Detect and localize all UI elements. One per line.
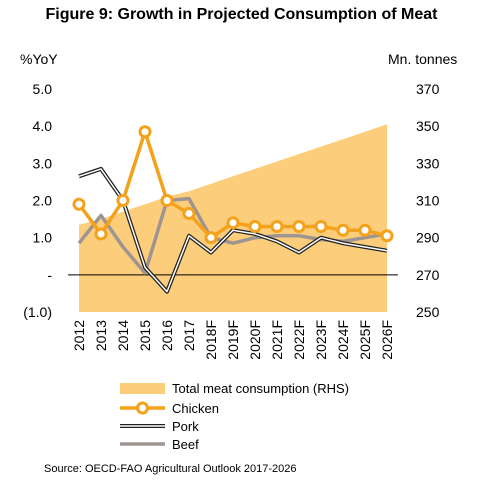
legend-label-beef: Beef [172,437,199,452]
y-left-tick-label: 4.0 [33,118,53,134]
data-point-chicken [160,194,174,207]
x-tick-label: 2019F [225,320,241,360]
y-left-tick-label: - [47,267,52,283]
x-tick-label: 2023F [313,320,329,360]
data-point-chicken [314,220,328,234]
chart-title: Figure 9: Growth in Projected Consumptio… [45,6,438,23]
y-left-tick-label: 5.0 [33,81,53,97]
y-left-tick-label: 3.0 [33,155,53,171]
data-point-chicken [380,229,394,243]
data-point-chicken [292,220,306,234]
y-right-tick-label: 250 [416,304,440,320]
data-point-chicken [270,220,284,234]
y-right-tick-label: 290 [416,230,440,246]
x-tick-label: 2024F [335,320,351,360]
x-tick-label: 2021F [269,320,285,360]
x-tick-label: 2016 [159,320,175,351]
source-note: Source: OECD-FAO Agricultural Outlook 20… [44,463,297,475]
data-point-chicken [72,197,86,211]
y-left-tick-label: (1.0) [23,304,52,320]
x-tick-label: 2022F [291,320,307,360]
legend-label-pork: Pork [172,419,199,434]
y-right-tick-label: 310 [416,193,440,209]
legend-label-chicken: Chicken [172,401,219,416]
y-right-tick-label: 270 [416,267,440,283]
y-right-tick-label: 370 [416,81,440,97]
x-tick-label: 2015 [137,320,153,351]
data-point-chicken [226,216,240,230]
y-right-unit-label: Mn. tonnes [388,51,457,67]
y-left-tick-label: 2.0 [33,193,53,209]
data-point-chicken [138,125,152,139]
y-right-tick-label: 350 [416,118,440,134]
x-tick-label: 2017 [181,320,197,351]
series-line-pork-inner [78,168,388,293]
data-point-chicken [204,231,218,245]
data-point-chicken [358,223,372,237]
y-left-unit-label: %YoY [20,51,58,67]
x-tick-label: 2018F [203,320,219,360]
x-tick-label: 2012 [71,320,87,351]
x-tick-label: 2020F [247,320,263,360]
legend-swatch-total-meat-consumption [120,383,165,394]
data-point-chicken [182,207,196,221]
x-tick-label: 2025F [357,320,373,360]
y-left-tick-label: 1.0 [33,230,53,246]
x-tick-label: 2014 [115,320,131,351]
legend-label-total-meat-consumption: Total meat consumption (RHS) [172,381,349,396]
x-tick-label: 2026F [379,320,395,360]
y-right-tick-label: 330 [416,155,440,171]
legend-marker-chicken [136,401,149,415]
data-point-chicken [248,220,262,234]
data-point-chicken [116,194,130,207]
data-point-chicken [336,223,350,237]
x-tick-label: 2013 [93,320,109,351]
data-point-chicken [94,227,108,241]
